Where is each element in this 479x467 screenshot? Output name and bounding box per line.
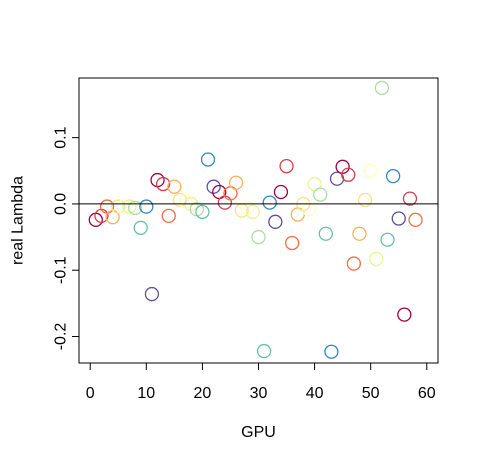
x-axis: 0 10 20 30 40 50 60 [86,362,436,402]
y-tick-label: -0.1 [53,256,70,284]
data-point-26 [228,175,244,190]
data-point-49 [357,192,373,208]
y-tick-label: -0.2 [53,323,70,351]
data-point-6 [116,199,132,214]
data-point-11 [144,286,160,302]
data-point-8 [127,200,143,216]
data-point-15 [167,179,182,194]
data-point-31 [256,343,272,359]
x-tick-label: 20 [194,385,212,402]
data-point-52 [374,80,390,96]
data-point-36 [285,235,300,251]
data-point-45 [335,159,350,174]
data-point-29 [245,204,261,220]
data-point-22 [206,179,221,194]
y-axis-label: real Lambda [10,176,27,265]
data-point-54 [385,168,401,184]
data-point-35 [279,159,294,174]
x-tick-label: 60 [418,385,436,402]
data-point-7 [122,199,137,214]
data-point-51 [369,251,384,267]
data-point-47 [346,256,362,271]
y-axis: -0.2 -0.1 0.0 0.1 [53,126,80,350]
data-point-24 [217,195,232,210]
data-point-21 [200,152,216,167]
data-point-55 [391,211,406,226]
x-tick-label: 40 [306,385,324,402]
data-point-42 [318,226,333,241]
y-tick-label: 0.0 [53,193,70,215]
x-axis-label: GPU [241,424,276,441]
data-point-34 [273,184,289,200]
data-point-58 [408,212,423,227]
data-point-46 [341,167,356,182]
data-point-39 [301,202,317,217]
data-point-32 [262,195,277,210]
data-point-56 [397,307,412,322]
x-tick-label: 0 [86,385,95,402]
data-point-13 [155,176,171,192]
data-point-43 [324,344,339,359]
points-layer [88,80,423,359]
x-tick-label: 10 [137,385,155,402]
data-point-57 [402,191,418,206]
data-point-33 [268,214,283,229]
data-point-5 [111,199,126,214]
data-point-41 [313,187,328,202]
x-tick-label: 50 [362,385,380,402]
plot-frame [78,77,439,364]
data-point-20 [195,204,210,220]
data-point-14 [161,208,176,224]
data-point-30 [251,229,266,245]
data-point-48 [352,226,367,241]
data-point-50 [363,163,378,178]
x-tick-label: 30 [250,385,268,402]
y-tick-label: 0.1 [53,126,70,148]
data-point-9 [133,220,148,235]
data-point-53 [380,232,395,247]
data-point-10 [139,199,154,214]
